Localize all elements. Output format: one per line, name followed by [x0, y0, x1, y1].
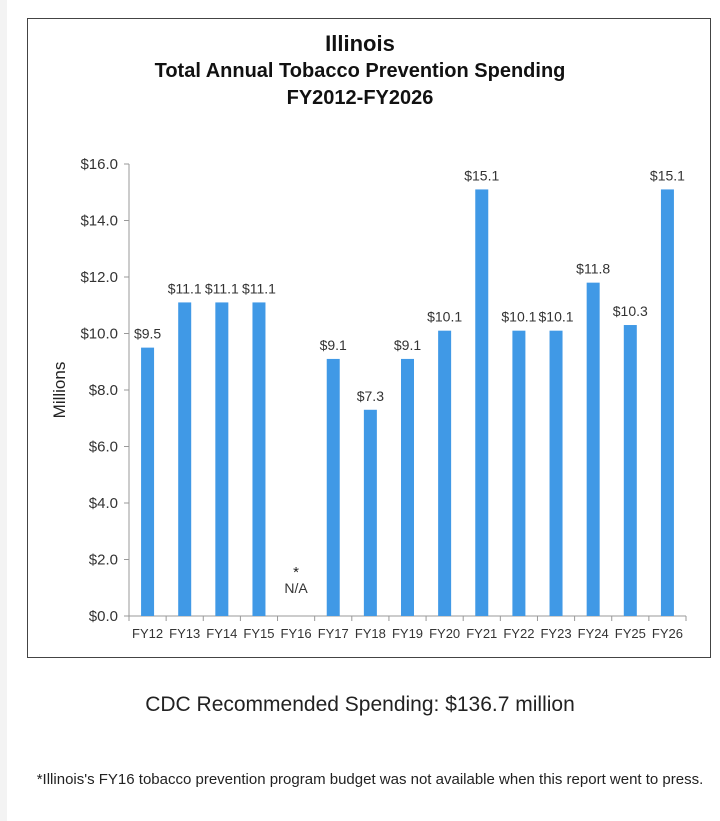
- bar-fy14: [215, 302, 229, 616]
- cdc-recommended-spending: CDC Recommended Spending: $136.7 million: [145, 693, 575, 716]
- x-tick-label: FY22: [503, 626, 534, 641]
- x-tick-label: FY12: [132, 626, 163, 641]
- bar-fy20: [438, 330, 452, 616]
- x-tick-label: FY16: [281, 626, 312, 641]
- x-tick-label: FY25: [615, 626, 646, 641]
- bar-fy21: [475, 189, 489, 617]
- y-axis-label: Millions: [50, 362, 69, 419]
- x-tick-label: FY17: [318, 626, 349, 641]
- missing-label: N/A: [284, 580, 308, 596]
- y-tick-label: $4.0: [89, 495, 118, 512]
- x-tick-label: FY26: [652, 626, 683, 641]
- x-tick-label: FY21: [466, 626, 497, 641]
- y-tick-label: $0.0: [89, 608, 118, 625]
- x-tick-label: FY14: [206, 626, 237, 641]
- data-label: $9.1: [394, 337, 421, 353]
- data-label: $10.1: [501, 309, 536, 325]
- x-tick-label: FY24: [578, 626, 609, 641]
- data-label: $9.5: [134, 326, 161, 342]
- bar-chart: $0.0 $2.0 $4.0 $6.0 $8.0 $10.0 $12.0 $14.0 $16.0…: [50, 156, 687, 641]
- y-tick-label: $6.0: [89, 439, 118, 456]
- chart-subtitle: Total Annual Tobacco Prevention Spending: [154, 60, 566, 82]
- y-tick-label: $10.0: [80, 326, 118, 343]
- bar-fy19: [401, 358, 414, 616]
- bar-fy23: [549, 330, 563, 616]
- data-label: $11.8: [576, 261, 610, 277]
- bar-fy22: [512, 330, 526, 616]
- data-label: $10.3: [613, 303, 648, 319]
- x-tick-label: FY19: [392, 626, 423, 641]
- y-tick-label: $16.0: [80, 156, 118, 173]
- x-tick-label: FY20: [429, 626, 460, 641]
- chart-subtitle-years: FY2012-FY2026: [286, 87, 434, 109]
- bar-fy12: [141, 347, 155, 616]
- bar-fy24: [586, 282, 600, 616]
- bar-fy18: [363, 409, 377, 616]
- y-tick-label: $14.0: [80, 213, 118, 230]
- x-tick-label: FY15: [243, 626, 274, 641]
- bar-fy25: [623, 325, 637, 616]
- bar-fy15: [252, 302, 266, 616]
- data-label: $15.1: [650, 167, 685, 183]
- x-tick-label: FY23: [540, 626, 571, 641]
- x-tick-label: FY13: [169, 626, 200, 641]
- data-label: $11.1: [205, 280, 239, 296]
- data-label: $10.1: [427, 309, 462, 325]
- chart-title: Illinois: [325, 31, 395, 56]
- bar-fy26: [660, 189, 674, 617]
- missing-marker: *: [293, 564, 299, 581]
- bar-fy17: [326, 358, 340, 616]
- page-edge: [0, 0, 7, 821]
- data-label: $11.1: [242, 280, 276, 296]
- chart-frame: [27, 18, 711, 658]
- x-tick-label: FY18: [355, 626, 386, 641]
- footnote: *Illinois's FY16 tobacco prevention prog…: [36, 771, 704, 788]
- y-tick-label: $2.0: [89, 552, 118, 569]
- data-label: $15.1: [464, 167, 499, 183]
- data-label: $7.3: [357, 388, 384, 404]
- data-label: $11.1: [168, 280, 202, 296]
- bar-fy13: [178, 302, 192, 616]
- y-tick-label: $8.0: [89, 382, 118, 399]
- y-tick-label: $12.0: [80, 269, 118, 286]
- data-label: $10.1: [539, 309, 574, 325]
- data-label: $9.1: [320, 337, 347, 353]
